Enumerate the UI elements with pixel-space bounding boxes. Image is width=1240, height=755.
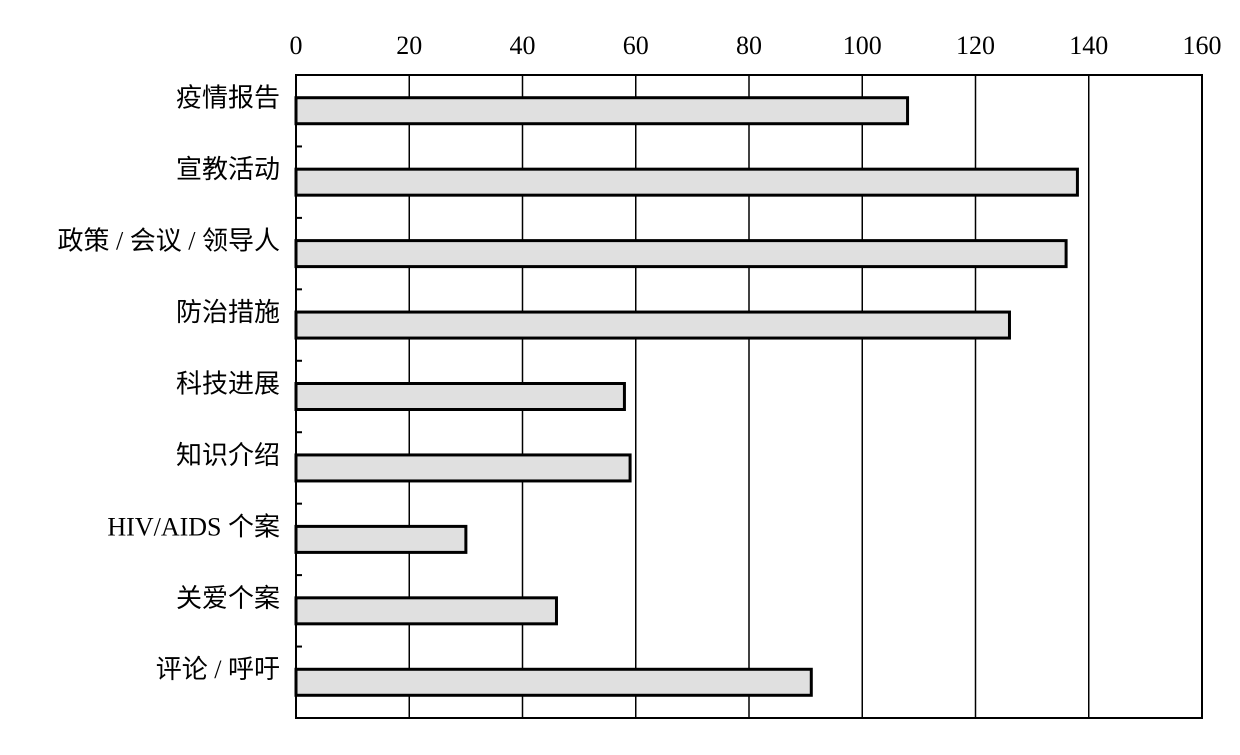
x-tick-label: 140 bbox=[1069, 31, 1108, 60]
x-tick-label: 20 bbox=[396, 31, 422, 60]
bar bbox=[294, 596, 558, 626]
x-tick-label: 100 bbox=[843, 31, 882, 60]
y-tick-label: 防治措施 bbox=[176, 298, 280, 327]
bar bbox=[294, 667, 813, 697]
x-tick-label: 80 bbox=[736, 31, 762, 60]
bar bbox=[294, 239, 1068, 269]
bar bbox=[294, 524, 468, 554]
bar bbox=[294, 310, 1011, 340]
bar bbox=[294, 453, 632, 483]
y-tick-label: 关爱个案 bbox=[176, 584, 280, 613]
x-tick-label: 120 bbox=[956, 31, 995, 60]
y-tick-label: 知识介绍 bbox=[176, 441, 280, 470]
bar bbox=[294, 382, 626, 411]
y-tick-label: 评论 / 呼吁 bbox=[156, 655, 280, 684]
x-tick-label: 0 bbox=[290, 31, 303, 60]
y-tick-label: 科技进展 bbox=[176, 369, 280, 398]
bar bbox=[294, 96, 910, 126]
bar bbox=[294, 167, 1079, 197]
y-tick-label: 疫情报告 bbox=[176, 84, 280, 113]
y-tick-label: 政策 / 会议 / 领导人 bbox=[58, 227, 280, 256]
y-tick-label: 宣教活动 bbox=[176, 155, 280, 184]
x-tick-label: 40 bbox=[510, 31, 536, 60]
x-tick-label: 160 bbox=[1183, 31, 1222, 60]
y-tick-label: HIV/AIDS 个案 bbox=[107, 512, 280, 541]
x-tick-label: 60 bbox=[623, 31, 649, 60]
